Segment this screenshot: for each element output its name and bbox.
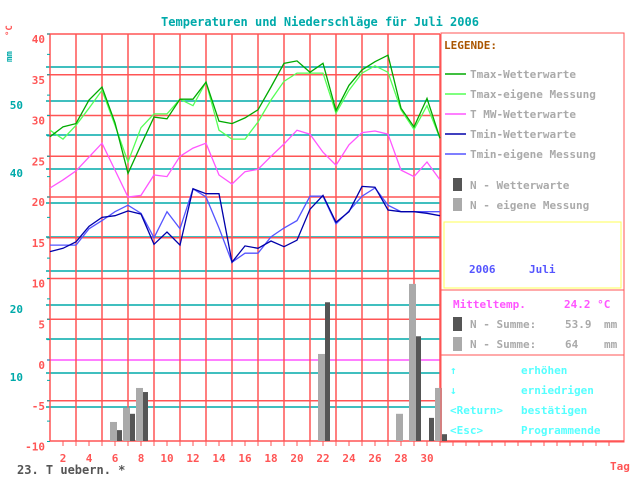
- legend-bar-swatch: [453, 198, 462, 211]
- legend-item: Tmin-eigene Messung: [470, 148, 596, 161]
- x-tick-label: 4: [86, 452, 93, 465]
- sum-ww-value: 53.9: [565, 318, 592, 331]
- bar-rain-own-day-31: [435, 387, 442, 441]
- bar-rain-own-day-22: [318, 353, 325, 441]
- x-tick-label: 2: [60, 452, 67, 465]
- key-action: erniedrigen: [521, 384, 594, 397]
- bar-rain-ww-day-6: [117, 430, 122, 441]
- legend-item: Tmax-Wetterwarte: [470, 68, 576, 81]
- bar-rain-ww-day-30: [429, 417, 434, 441]
- x-tick-label: 18: [264, 452, 277, 465]
- x-tick-label: 16: [238, 452, 252, 465]
- bar-rain-own-day-7: [123, 407, 130, 441]
- x-tick-label: 22: [316, 452, 329, 465]
- legend-title: LEGENDE:: [444, 39, 497, 52]
- bar-rain-ww-day-31: [442, 434, 447, 441]
- y-tick-label: 25: [32, 155, 45, 168]
- key-name: <Esc>: [450, 424, 483, 437]
- temperature-lines: [49, 54, 441, 264]
- x-tick-label: 26: [368, 452, 382, 465]
- key-action: Programmende: [521, 424, 601, 437]
- y-tick-label: 20: [32, 196, 45, 209]
- sum-own-value: 64: [565, 338, 579, 351]
- y-tick-label: 15: [32, 237, 45, 250]
- period-month: Juli: [529, 263, 556, 276]
- x-tick-label: 10: [160, 452, 173, 465]
- y-tick-label: 5: [38, 318, 45, 331]
- y-tick-label: -10: [25, 441, 45, 454]
- sum-own-unit: mm: [604, 338, 618, 351]
- mm-tick-label: 20: [10, 303, 23, 316]
- precipitation-bars: [110, 283, 447, 441]
- rain-ww-swatch: [453, 317, 462, 331]
- legend-item: Tmin-Wetterwarte: [470, 128, 576, 141]
- legend-item: Tmax-eigene Messung: [470, 88, 596, 101]
- mm-tick-label: 50: [10, 99, 23, 112]
- mean-temp-label: Mitteltemp.: [453, 298, 526, 311]
- y-tick-label: 0: [38, 359, 45, 372]
- x-tick-label: 20: [290, 452, 303, 465]
- line-t-mw-wetterwarte: [49, 129, 441, 198]
- y-tick-label: 40: [32, 33, 45, 46]
- rain-own-swatch: [453, 337, 462, 351]
- bar-rain-ww-day-7: [130, 413, 135, 441]
- key-name: <Return>: [450, 404, 503, 417]
- key-action: erhöhen: [521, 364, 567, 377]
- mm-axis-label: mm: [5, 51, 15, 62]
- sum-ww-unit: mm: [604, 318, 618, 331]
- bar-rain-own-day-8: [136, 387, 143, 441]
- x-tick-label: 28: [394, 452, 407, 465]
- key-action: bestätigen: [521, 404, 587, 417]
- legend-item: T MW-Wetterwarte: [470, 108, 576, 121]
- x-tick-label: 14: [212, 452, 226, 465]
- y-tick-label: 35: [32, 74, 45, 87]
- period-box: [443, 221, 622, 289]
- bar-rain-ww-day-8: [143, 392, 148, 441]
- x-tick-label: 6: [112, 452, 119, 465]
- mean-temp-value: 24.2 °C: [564, 298, 610, 311]
- bar-rain-own-day-28: [396, 413, 403, 441]
- line-tmax-wetterwarte: [49, 54, 441, 176]
- mm-tick-label: 40: [10, 167, 23, 180]
- legend-bar-item: N - eigene Messung: [470, 199, 589, 212]
- x-tick-label: 12: [186, 452, 199, 465]
- grid: [46, 33, 624, 446]
- legend-bar-item: N - Wetterwarte: [470, 179, 570, 192]
- bar-rain-own-day-29: [409, 283, 416, 441]
- bar-rain-ww-day-29: [416, 336, 421, 441]
- legend-bar-swatch: [453, 178, 462, 191]
- x-tick-label: 8: [138, 452, 145, 465]
- legend-panel: LEGENDE: Tmax-Wetterwarte Tmax-eigene Mes…: [440, 32, 625, 443]
- x-axis-label: Tag: [610, 460, 630, 473]
- bar-rain-own-day-6: [110, 421, 117, 441]
- y-tick-label: 30: [32, 115, 45, 128]
- x-tick-label: 30: [420, 452, 433, 465]
- celsius-axis-label: °C: [5, 25, 15, 36]
- line-tmax-eigene-messung: [49, 65, 441, 164]
- axes: mm °C 2 4 6 8 10 12 14 16 18 20 22 24 26 28 3040353025…: [5, 25, 434, 465]
- chart-title: Temperaturen und Niederschläge für Juli …: [161, 15, 479, 29]
- sum-own-label: N - Summe:: [470, 338, 536, 351]
- y-tick-label: -5: [32, 400, 45, 413]
- period-year: 2006: [469, 263, 496, 276]
- status-line: 23. T uebern. *: [17, 463, 125, 477]
- mm-tick-label: 10: [10, 371, 23, 384]
- line-tmin-wetterwarte: [49, 185, 441, 264]
- y-tick-label: 10: [32, 278, 45, 291]
- bar-rain-ww-day-22: [325, 302, 330, 441]
- key-name: ↓: [450, 384, 457, 397]
- x-tick-label: 24: [342, 452, 356, 465]
- panel-frame: [440, 32, 625, 443]
- key-name: ↑: [450, 364, 457, 377]
- sum-ww-label: N - Summe:: [470, 318, 536, 331]
